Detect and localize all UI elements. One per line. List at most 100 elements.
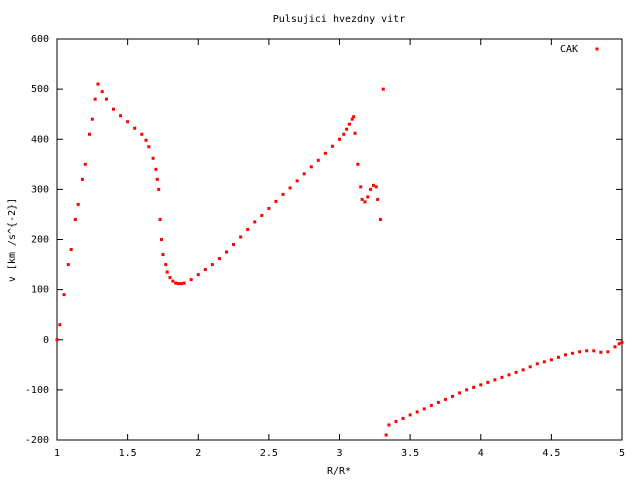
point [429,403,433,407]
point [281,192,285,196]
point [144,138,148,142]
point [182,281,186,285]
x-tick-label: 5 [619,448,625,459]
point [507,373,511,377]
point [366,195,370,199]
point [104,97,108,101]
point [599,350,603,354]
point [613,345,617,349]
point [394,419,398,423]
point [179,282,183,286]
point [288,186,292,190]
point [347,122,351,126]
y-tick-label: 100 [31,285,49,296]
point [479,383,483,387]
point [617,342,621,346]
x-tick-label: 4.5 [542,448,560,459]
point [353,131,357,135]
y-tick-label: 600 [31,34,49,45]
point [87,132,91,136]
point [147,145,151,149]
point [345,127,349,131]
point [253,220,257,224]
point [58,323,62,327]
point [112,107,115,111]
point [415,410,419,414]
point [55,338,59,342]
point [323,151,327,155]
point [176,282,180,286]
point [309,165,313,169]
point [422,407,426,411]
point [164,263,168,267]
point [225,250,228,254]
point [76,202,80,206]
point [260,213,264,217]
point [66,263,70,267]
point [62,293,66,297]
point [352,115,356,119]
point [316,158,320,162]
point [338,137,341,141]
point [542,360,546,364]
y-tick-label: 300 [31,184,49,195]
x-tick-label: 2.5 [260,448,278,459]
point [451,394,454,398]
point [232,243,236,247]
point [151,156,155,160]
point [620,340,624,344]
point [381,87,385,91]
point [168,276,172,280]
point [295,179,299,183]
point [350,117,354,121]
point [302,172,306,176]
legend-label: CAK [560,44,578,55]
point [140,132,144,136]
x-tick-label: 3 [336,448,342,459]
point [83,162,87,166]
point [571,351,575,355]
point [556,355,560,359]
point [564,353,567,357]
point [189,278,193,282]
point [100,90,104,94]
point [472,385,476,389]
point [246,227,250,231]
y-tick-label: 200 [31,235,49,246]
x-tick-label: 1 [54,448,60,459]
point [155,177,159,181]
point [210,263,214,267]
point [514,370,518,374]
legend-marker [595,47,599,51]
y-tick-label: 0 [43,335,49,346]
point [458,391,462,395]
point [90,117,94,121]
point [521,368,525,372]
point [549,358,553,362]
point [528,365,532,369]
x-tick-label: 1.5 [119,448,137,459]
point [356,162,360,166]
x-axis-label: R/R* [327,466,351,477]
plot-border [56,38,623,441]
point [401,416,405,420]
point [93,97,97,101]
point [217,257,221,261]
point [161,253,165,257]
point [165,270,169,274]
point [154,167,158,171]
x-tick-label: 3.5 [401,448,419,459]
point [592,349,596,353]
point [330,144,334,148]
point [371,183,375,187]
point [174,281,178,285]
y-tick-label: -100 [25,385,49,396]
point [369,187,373,191]
point [585,349,589,353]
point [274,199,278,203]
point [160,238,164,241]
point [133,126,137,130]
point [465,388,469,392]
point [342,132,346,136]
